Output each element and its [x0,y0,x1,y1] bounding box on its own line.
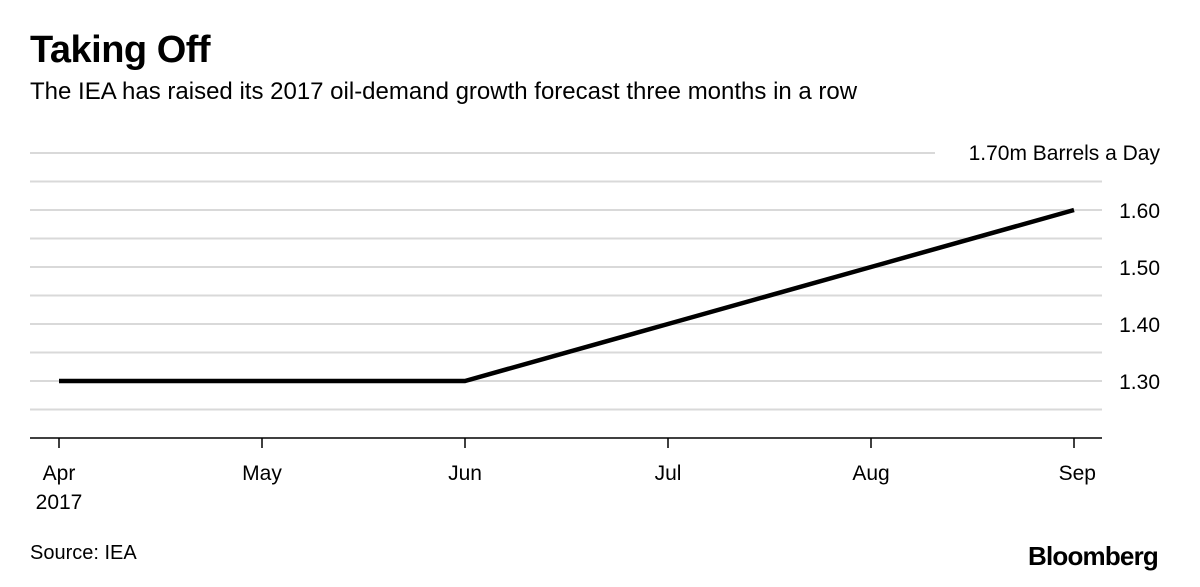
x-tick-label: Jun [448,462,482,485]
y-axis-labels: 1.30 1.40 1.50 1.60 [1119,200,1160,394]
y-tick-label: 1.50 [1119,257,1160,280]
chart-subtitle: The IEA has raised its 2017 oil-demand g… [30,78,858,105]
x-tick-label: Sep [1059,462,1096,485]
unit-label-background [935,138,1170,168]
gridlines [30,152,1102,411]
x-tick-label: Jul [655,462,682,485]
y-tick-label: 1.40 [1119,314,1160,337]
y-tick-label: 1.60 [1119,200,1160,223]
bloomberg-logo: Bloomberg [1027,541,1159,571]
x-tick-sublabel: 2017 [36,491,83,514]
unit-label: 1.70m Barrels a Day [969,142,1161,165]
x-tick-label: Aug [852,462,889,485]
y-tick-label: 1.30 [1119,371,1160,394]
series-line [59,207,1075,384]
x-tick-label: May [242,462,282,485]
x-tick-label: Apr [43,462,76,485]
x-axis [30,437,1102,448]
series [59,207,1075,384]
chart-title: Taking Off [30,29,211,71]
x-axis-labels: Apr 2017 May Jun Jul Aug Sep [36,462,1096,514]
source-note: Source: IEA [30,542,137,564]
